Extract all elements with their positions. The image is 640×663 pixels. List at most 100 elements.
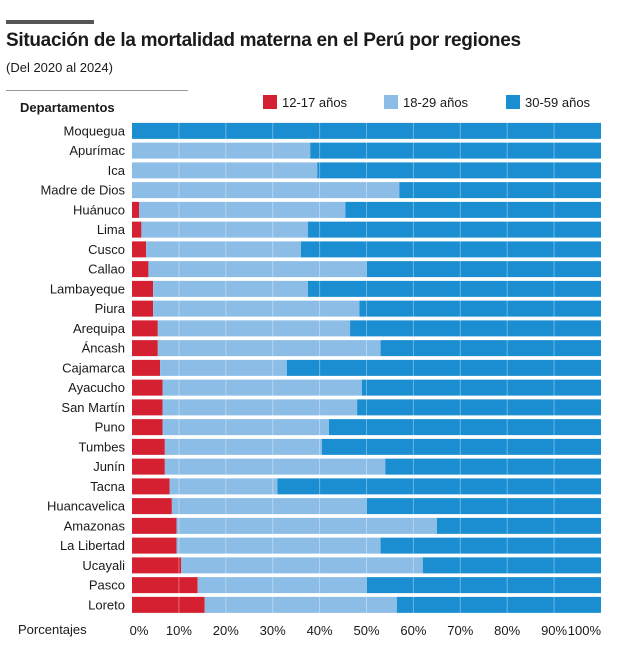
- legend-label-30-59: 30-59 años: [525, 94, 591, 110]
- bar-2: [157, 320, 351, 337]
- bar-2: [160, 359, 287, 376]
- bar-1: [132, 379, 163, 396]
- y-tick-label: Ayacucho: [68, 380, 125, 395]
- bar-3: [317, 162, 601, 179]
- bar-3: [366, 498, 601, 515]
- y-tick-label: Cajamarca: [62, 360, 126, 375]
- bar-2: [132, 182, 400, 199]
- y-axis-title: Departamentos: [20, 100, 115, 115]
- y-tick-label: Ica: [108, 163, 126, 178]
- bar-2: [164, 438, 322, 455]
- bar-3: [321, 438, 601, 455]
- x-tick-label: 70%: [447, 623, 473, 638]
- bar-1: [132, 340, 158, 357]
- y-tick-label: Lima: [97, 222, 126, 237]
- bar-2: [176, 537, 381, 554]
- y-tick-label: Puno: [95, 420, 125, 435]
- bar-1: [132, 280, 154, 297]
- bar-3: [310, 142, 601, 159]
- title-accent-bar: [6, 20, 94, 24]
- legend-label-18-29: 18-29 años: [403, 94, 469, 110]
- bar-2: [181, 557, 423, 574]
- y-tick-label: Cusco: [88, 242, 125, 257]
- x-tick-label: 90%: [541, 623, 567, 638]
- bar-2: [171, 498, 367, 515]
- bar-3: [436, 517, 601, 534]
- bar-3: [307, 280, 601, 297]
- bar-3: [328, 419, 601, 436]
- bar-2: [153, 300, 360, 317]
- bar-2: [164, 458, 386, 475]
- bar-1: [132, 359, 161, 376]
- y-tick-label: Huancavelica: [47, 499, 126, 514]
- y-tick-label: Piura: [95, 301, 126, 316]
- y-tick-label: Apurímac: [69, 143, 125, 158]
- bar-2: [162, 379, 362, 396]
- bar-2: [132, 142, 311, 159]
- bar-3: [359, 300, 601, 317]
- bar-1: [132, 577, 198, 594]
- bar-1: [132, 201, 140, 218]
- y-tick-label: Loreto: [88, 597, 125, 612]
- legend-swatch-30-59: [506, 95, 520, 109]
- x-tick-label: 40%: [307, 623, 333, 638]
- x-tick-label: 60%: [400, 623, 426, 638]
- y-tick-label: Junín: [93, 459, 125, 474]
- bar-1: [132, 557, 182, 574]
- x-tick-label: 20%: [213, 623, 239, 638]
- bar-2: [204, 596, 397, 613]
- bar-1: [132, 537, 177, 554]
- bar-2: [197, 577, 367, 594]
- x-tick-label: 80%: [494, 623, 520, 638]
- y-tick-label: Tumbes: [79, 439, 126, 454]
- x-tick-label: 50%: [353, 623, 379, 638]
- bar-2: [132, 162, 318, 179]
- bar-3: [385, 458, 601, 475]
- bar-2: [148, 261, 367, 278]
- bar-3: [380, 340, 601, 357]
- bar-3: [132, 122, 601, 139]
- y-tick-label: La Libertad: [60, 538, 125, 553]
- legend-label-12-17: 12-17 años: [282, 94, 348, 110]
- y-tick-label: Huánuco: [73, 202, 125, 217]
- bar-2: [153, 280, 308, 297]
- x-tick-label: 100%: [568, 623, 602, 638]
- bar-1: [132, 596, 205, 613]
- bar-3: [399, 182, 601, 199]
- bar-2: [169, 478, 278, 495]
- bar-3: [350, 320, 601, 337]
- bar-3: [396, 596, 601, 613]
- legend-swatch-18-29: [384, 95, 398, 109]
- y-tick-label: Áncash: [82, 341, 125, 356]
- bar-3: [422, 557, 601, 574]
- bar-1: [132, 478, 170, 495]
- bar-1: [132, 221, 142, 238]
- x-tick-label: 30%: [260, 623, 286, 638]
- chart-title: Situación de la mortalidad materna en el…: [6, 30, 521, 51]
- bar-1: [132, 458, 165, 475]
- y-tick-label: Tacna: [90, 479, 125, 494]
- y-tick-label: Moquegua: [64, 123, 126, 138]
- bar-3: [307, 221, 601, 238]
- bar-2: [139, 201, 346, 218]
- x-axis-title: Porcentajes: [18, 622, 87, 637]
- bar-3: [366, 261, 601, 278]
- bar-1: [132, 517, 177, 534]
- bar-2: [146, 241, 301, 258]
- bar-2: [157, 340, 381, 357]
- bar-2: [162, 399, 358, 416]
- x-tick-label: 10%: [166, 623, 192, 638]
- bar-2: [141, 221, 308, 238]
- bar-3: [286, 359, 601, 376]
- legend-item-30-59: 30-59 años: [506, 94, 590, 110]
- y-tick-label: Pasco: [89, 578, 125, 593]
- y-tick-label: Ucayali: [82, 558, 125, 573]
- bar-1: [132, 438, 165, 455]
- y-tick-label: Arequipa: [73, 321, 126, 336]
- chart-subtitle: (Del 2020 al 2024): [6, 60, 113, 75]
- bar-3: [361, 379, 601, 396]
- bar-1: [132, 261, 149, 278]
- bar-2: [162, 419, 329, 436]
- bar-1: [132, 300, 154, 317]
